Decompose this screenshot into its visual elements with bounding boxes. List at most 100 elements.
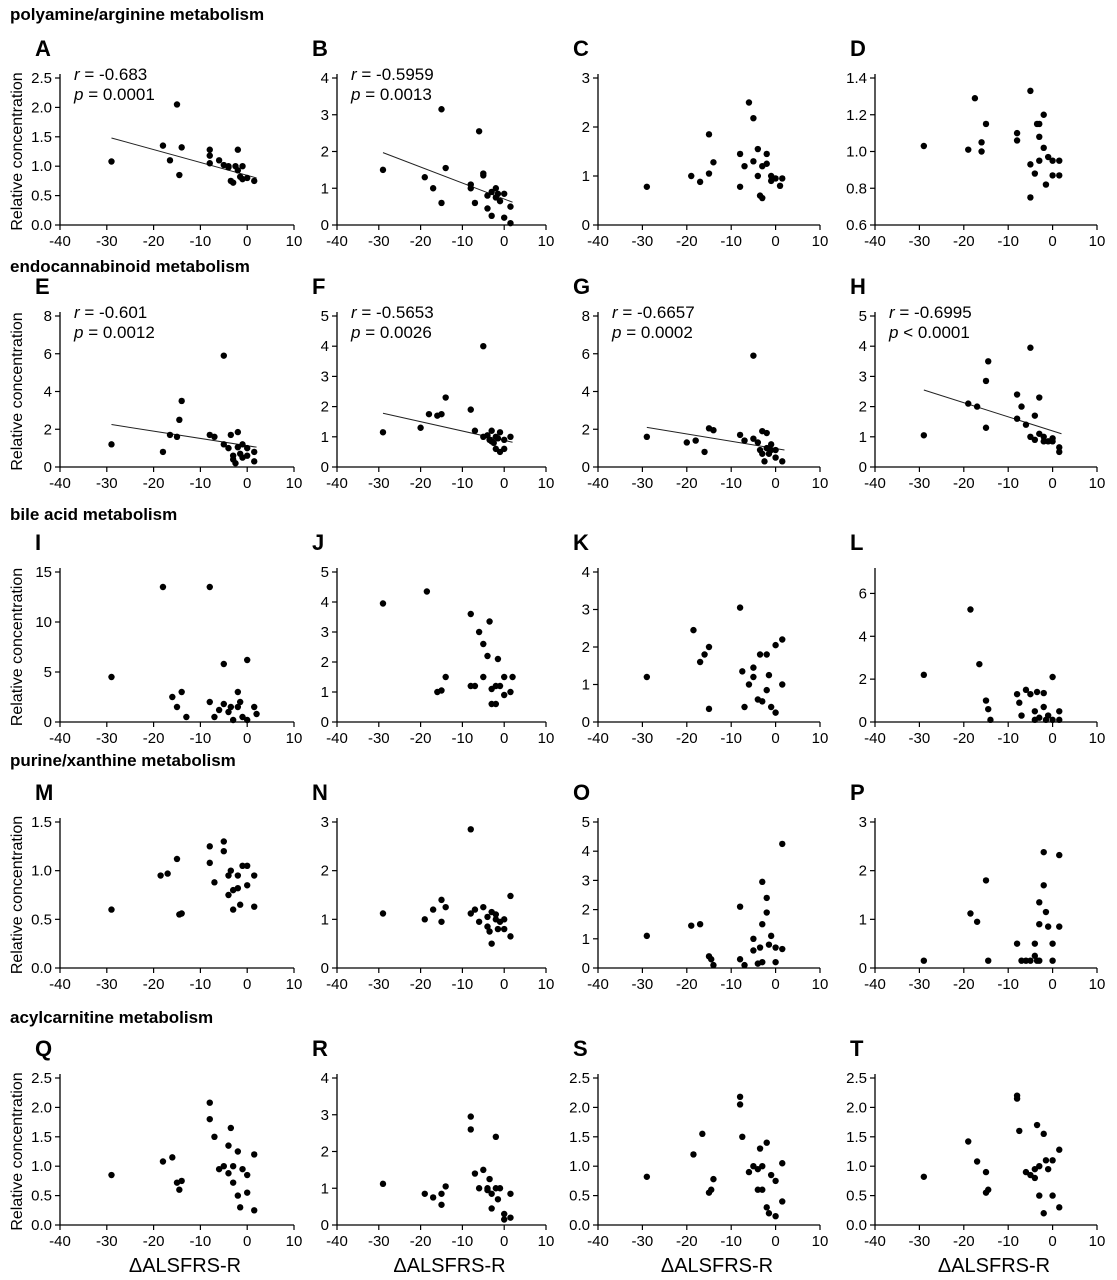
correlation-r-label: r = -0.683 <box>74 65 147 84</box>
y-tick-label: 2.5 <box>569 1070 590 1087</box>
data-point <box>494 435 502 442</box>
data-point <box>379 910 387 917</box>
data-point <box>965 146 972 153</box>
data-point <box>234 443 242 451</box>
y-tick-label: 2 <box>321 654 329 671</box>
x-tick-label: 10 <box>286 1233 303 1250</box>
data-point <box>763 894 770 902</box>
data-point <box>423 588 431 595</box>
y-tick-label: 0 <box>582 714 590 731</box>
panel-letter: T <box>850 1036 864 1061</box>
data-point <box>763 651 770 658</box>
data-point <box>220 1163 227 1170</box>
data-point <box>501 214 508 221</box>
x-tick-label: -20 <box>676 730 698 747</box>
data-point <box>438 687 445 694</box>
x-tick-label: -30 <box>96 233 118 250</box>
x-tick-label: -30 <box>368 475 390 492</box>
data-point <box>1044 712 1052 719</box>
y-tick-label: 0.5 <box>846 1188 867 1205</box>
x-tick-label: -20 <box>953 233 975 250</box>
x-tick-label: 0 <box>771 976 779 993</box>
y-tick-label: 0.5 <box>31 911 52 928</box>
data-point <box>484 923 491 930</box>
y-tick-label: 4 <box>859 628 867 645</box>
data-point <box>973 1158 981 1165</box>
x-tick-label: -10 <box>997 730 1019 747</box>
x-tick-label: -10 <box>452 1233 474 1250</box>
data-point <box>507 1190 514 1197</box>
data-point <box>507 433 514 440</box>
data-point <box>494 925 502 933</box>
correlation-r-label: r = -0.6657 <box>612 303 695 322</box>
p-value-label: p = 0.0026 <box>350 323 432 342</box>
data-point <box>690 1151 697 1158</box>
data-point <box>982 424 990 431</box>
y-tick-label: 2.5 <box>31 1070 52 1087</box>
x-axis-label: ΔALSFRS-R <box>938 1255 1050 1277</box>
data-point <box>750 935 757 942</box>
data-point <box>471 199 479 207</box>
y-tick-label: 3 <box>321 1107 329 1124</box>
panel-M: purine/xanthine metabolism M -40 -30 -20 -10 0… <box>9 751 302 993</box>
data-point <box>234 1192 242 1199</box>
data-point <box>501 1216 508 1223</box>
y-tick-label: 4 <box>321 338 329 355</box>
x-tick-label: -30 <box>632 730 654 747</box>
x-tick-label: 0 <box>243 475 251 492</box>
data-point <box>967 910 974 917</box>
data-point <box>708 1186 715 1193</box>
data-point <box>710 1175 717 1183</box>
data-point <box>169 1154 176 1161</box>
data-point <box>206 152 213 159</box>
data-point <box>643 932 651 940</box>
data-point <box>1027 690 1034 698</box>
data-point <box>211 879 218 886</box>
x-tick-label: 0 <box>771 233 779 250</box>
data-point <box>484 652 491 660</box>
panel-D: D -40 -30 -20 -10 0 10 0.6 0.8 1.0 1.2 1.4 <box>846 36 1105 250</box>
data-point <box>239 862 246 869</box>
x-tick-label: -30 <box>368 730 390 747</box>
data-point <box>1056 444 1063 451</box>
y-tick-label: 1 <box>582 168 590 185</box>
x-tick-label: -10 <box>720 475 742 492</box>
data-point <box>438 1190 445 1197</box>
data-point <box>1040 1130 1047 1138</box>
data-point <box>920 432 928 439</box>
y-tick-label: 3 <box>582 70 590 87</box>
x-axis-label: ΔALSFRS-R <box>661 1255 773 1277</box>
y-tick-label: 1 <box>859 911 867 928</box>
data-point <box>176 1186 183 1193</box>
panel-letter: M <box>35 780 53 805</box>
x-tick-label: -40 <box>864 1233 886 1250</box>
data-point <box>779 636 786 643</box>
x-tick-label: -30 <box>96 1233 118 1250</box>
x-tick-label: 0 <box>500 976 508 993</box>
data-point <box>1031 716 1039 724</box>
y-tick-label: 2 <box>321 399 329 416</box>
data-point <box>779 458 786 465</box>
data-point <box>215 706 223 714</box>
panel-T: T -40 -30 -20 -10 0 10 0.0 0.5 1.0 1.5 2.0 2.5 ΔALSFR… <box>846 1036 1105 1277</box>
data-point <box>1056 448 1063 456</box>
data-point <box>421 916 428 923</box>
x-tick-label: -20 <box>410 233 432 250</box>
data-point <box>761 458 768 465</box>
data-point <box>251 903 258 910</box>
p-value-label: p = 0.0012 <box>73 323 155 342</box>
x-tick-label: 10 <box>1089 730 1106 747</box>
data-point <box>496 1185 504 1192</box>
y-axis-label: Relative concentration <box>9 1072 26 1230</box>
data-point <box>169 693 176 701</box>
data-point <box>920 671 928 679</box>
data-point <box>741 437 748 444</box>
y-tick-label: 1 <box>321 684 329 701</box>
y-tick-label: 1.0 <box>31 158 52 175</box>
data-point <box>1040 433 1047 440</box>
data-point <box>1056 1204 1063 1211</box>
data-point <box>772 1177 779 1185</box>
data-point <box>488 212 495 220</box>
data-point <box>1040 111 1047 118</box>
